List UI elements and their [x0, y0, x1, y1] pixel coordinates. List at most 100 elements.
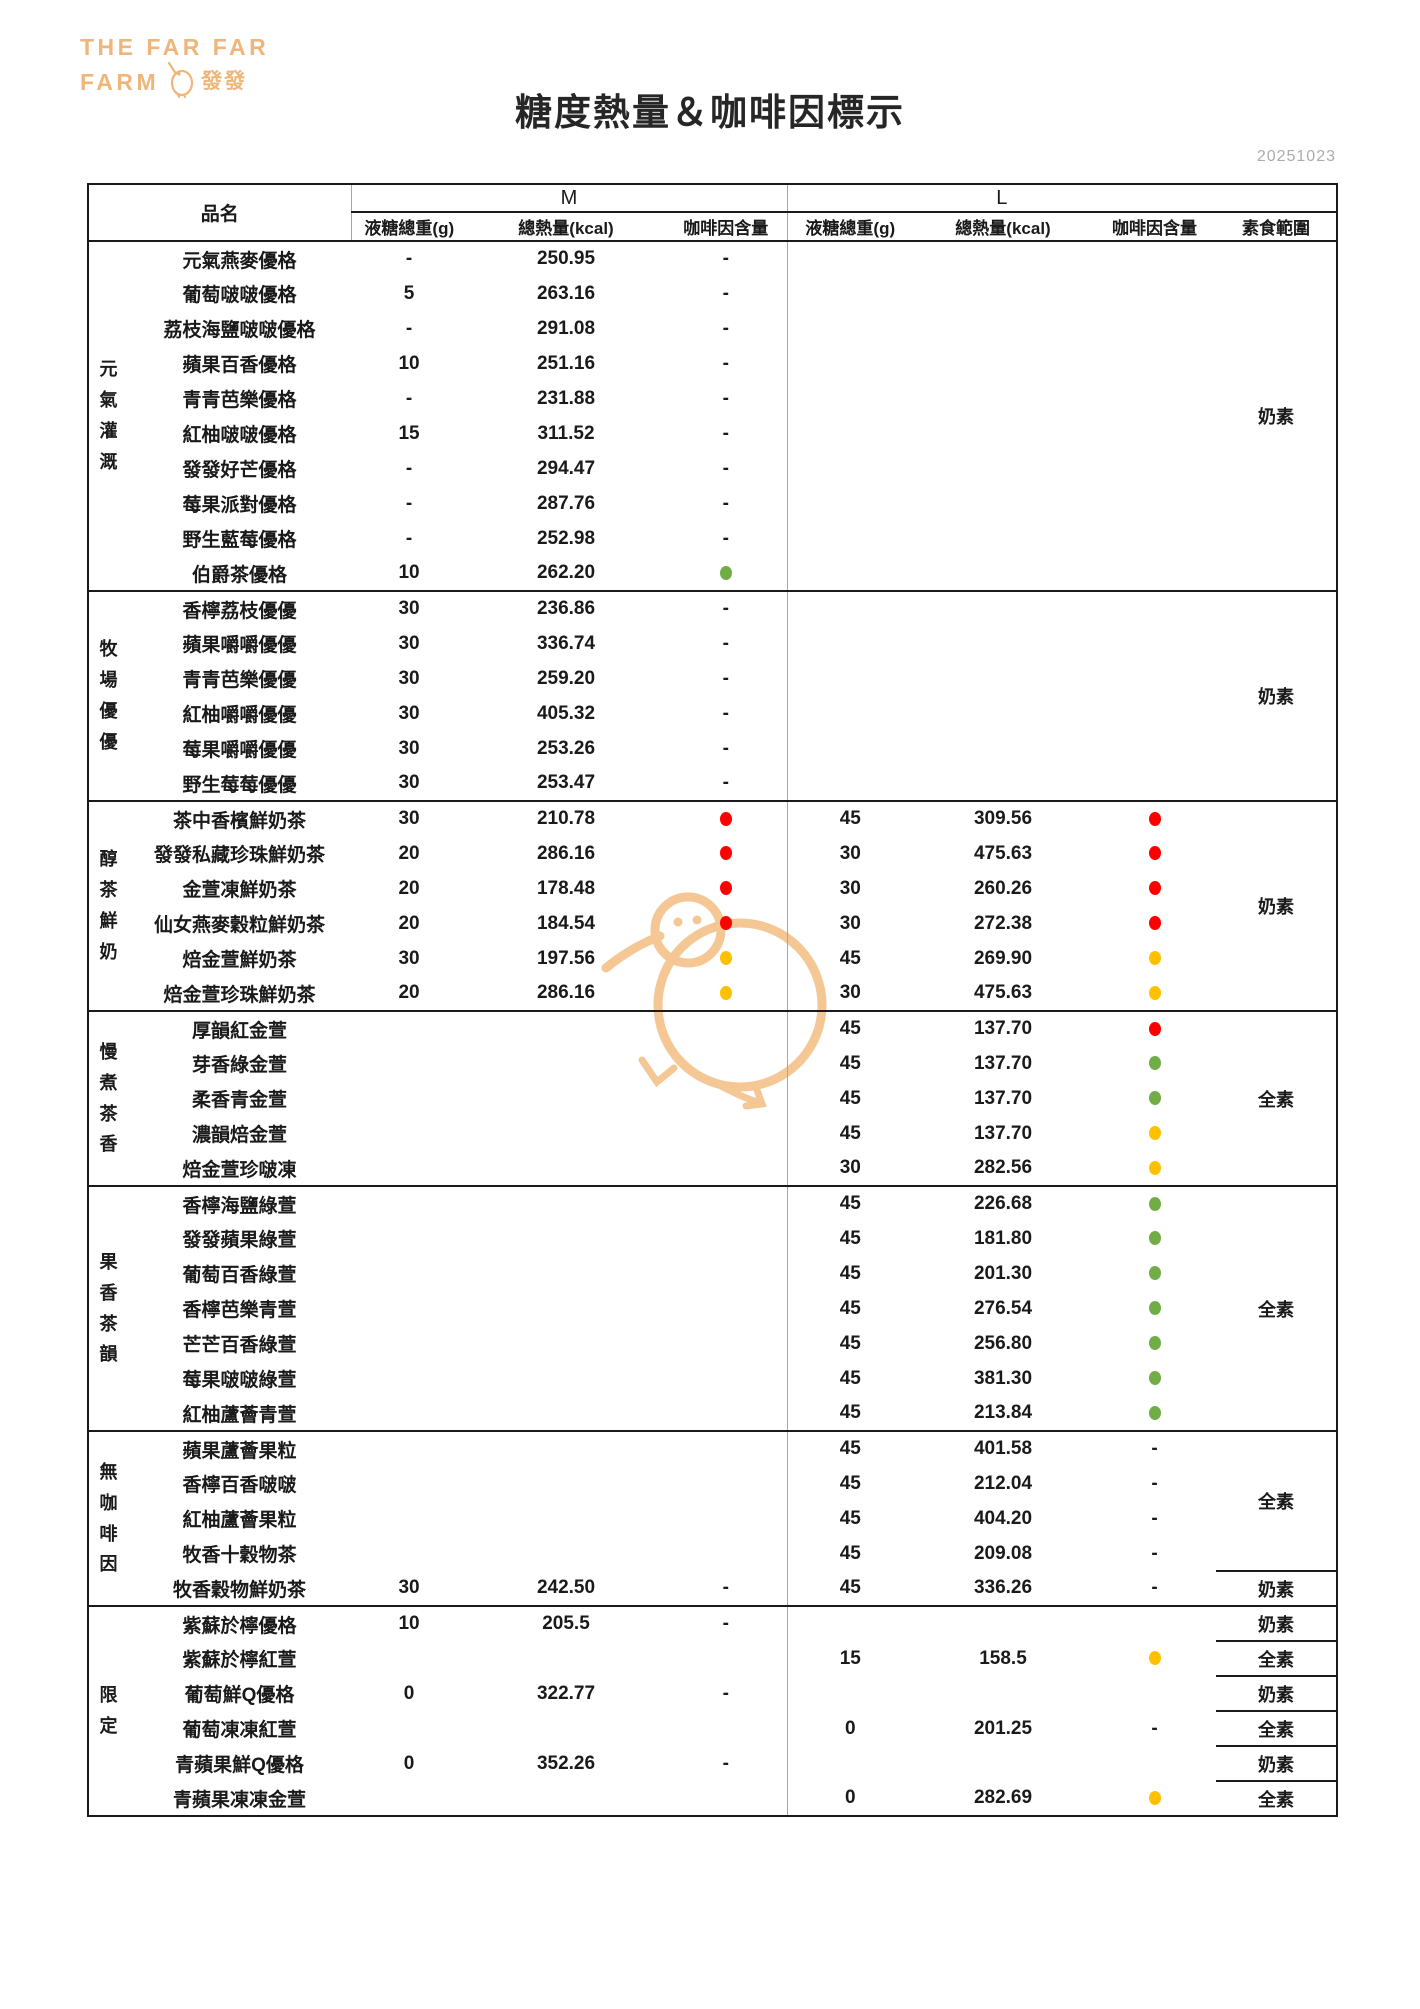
l-sugar-cell [786, 240, 914, 276]
l-caffeine-cell [1093, 1746, 1216, 1781]
group-label: 醇 茶 鮮 奶 [88, 800, 128, 1011]
m-sugar-cell: 30 [398, 947, 420, 969]
group-label: 無 咖 啡 因 [88, 1430, 128, 1606]
product-name-cell: 發發蘋果綠萱 [182, 1230, 297, 1251]
m-sugar-cell: - [405, 492, 413, 514]
m-sugar-cell [351, 1221, 467, 1256]
table-row: 發發好芒優格 - 294.47 - [88, 451, 1337, 486]
m-kcal-cell: 311.52 [537, 422, 595, 444]
product-name-cell: 紫蘇於檸優格 [128, 1605, 352, 1641]
l-sugar-cell: 45 [786, 800, 914, 836]
m-sugar-cell [351, 1010, 468, 1046]
product-name-cell: 青蘋果凍凍金萱 [173, 1789, 307, 1811]
veg-range-cell: 奶素 [1216, 800, 1338, 1011]
m-sugar-cell [351, 1291, 467, 1326]
l-kcal-cell: 256.80 [973, 1332, 1033, 1354]
table-row: 醇 茶 鮮 奶茶中香檳鮮奶茶 30 210.78 45 309.56 奶素 [88, 800, 1338, 1011]
l-caffeine-cell [1093, 1291, 1216, 1326]
product-name-cell: 厚韻紅金萱 [128, 1010, 352, 1046]
m-sugar-cell: 30 [398, 772, 420, 793]
m-caffeine-cell [665, 1361, 787, 1396]
l-kcal-cell: 282.56 [973, 1157, 1033, 1178]
product-name-cell: 焙金萱鮮奶茶 [182, 950, 297, 971]
l-caffeine-cell [1093, 731, 1216, 766]
table-row: 紅柚蘆薈青萱 45 213.84 [88, 1396, 1337, 1431]
l-sugar-cell: 45 [786, 1361, 914, 1396]
product-name-cell: 牧香穀物鮮奶茶 [173, 1579, 307, 1601]
l-kcal-cell: 181.80 [973, 1227, 1033, 1249]
l-sugar-cell: 45 [786, 1571, 914, 1606]
product-name-cell: 元氣燕麥優格 [128, 240, 352, 276]
m-caffeine-cell: - [722, 422, 729, 444]
l-sugar-cell: 0 [786, 1711, 914, 1746]
veg-range-cell: 奶素 [1216, 1570, 1338, 1606]
l-caffeine-cell: - [1151, 1507, 1158, 1529]
l-caffeine-cell [1093, 800, 1217, 836]
m-sugar-cell: 20 [398, 842, 420, 864]
l-caffeine-cell [1093, 486, 1216, 521]
l-kcal-cell: 201.25 [973, 1717, 1033, 1739]
l-kcal-cell: 282.69 [973, 1787, 1033, 1808]
group-label: 果 香 茶 韻 [88, 1185, 128, 1431]
col-header-l-caffeine: 咖啡因含量 [1093, 212, 1217, 242]
product-name-cell: 紅柚蘆薈青萱 [182, 1404, 297, 1426]
table-row: 牧 場 優 優香檸荔枝優優 30 236.86- 奶素 [88, 590, 1338, 801]
group-label: 慢 煮 茶 香 [88, 1010, 128, 1186]
table-row: 紫蘇於檸紅萱 15 158.5 全素 [88, 1640, 1338, 1676]
m-caffeine-cell: - [722, 772, 729, 793]
l-sugar-cell: 45 [786, 1046, 914, 1081]
m-sugar-cell: - [405, 457, 413, 479]
l-kcal-cell [913, 766, 1093, 801]
m-caffeine-cell [665, 1046, 787, 1081]
product-name-cell: 葡萄百香綠萱 [182, 1265, 297, 1286]
table-row: 青蘋果凍凍金萱 0 282.69 全素 [88, 1780, 1338, 1816]
l-kcal-cell: 137.70 [973, 1052, 1033, 1074]
l-sugar-cell: 45 [786, 1396, 914, 1431]
m-caffeine-cell [665, 556, 787, 591]
product-name-cell: 香檸荔枝優優 [128, 590, 352, 626]
product-name-cell: 牧香十穀物茶 [182, 1545, 297, 1566]
yellow-caffeine-dot [1148, 1790, 1161, 1805]
green-caffeine-dot [1148, 1371, 1161, 1386]
veg-range-cell: 全素 [1216, 1710, 1338, 1746]
table-row: 發發私藏珍珠鮮奶茶 20 286.16 30 475.63 [88, 836, 1337, 871]
m-kcal-cell: 259.20 [536, 667, 596, 689]
red-caffeine-dot [719, 846, 732, 861]
l-sugar-cell [786, 766, 914, 801]
m-sugar-cell [351, 1466, 467, 1501]
table-row: 青青芭樂優優 30 259.20 - [88, 661, 1337, 696]
l-caffeine-cell [1093, 1326, 1216, 1361]
m-sugar-cell: 10 [398, 562, 420, 583]
m-kcal-cell [467, 1151, 665, 1186]
m-caffeine-cell: - [722, 1682, 729, 1704]
l-caffeine-cell [1093, 1605, 1217, 1641]
brand-logo: THE FAR FAR FARM 發發 [80, 34, 269, 104]
l-sugar-cell: 45 [786, 1185, 914, 1221]
table-row: 濃韻焙金萱 45 137.70 [88, 1116, 1337, 1151]
l-kcal-cell [913, 521, 1093, 556]
product-name-cell: 蘋果蘆薈果粒 [128, 1430, 352, 1466]
l-kcal-cell [913, 1676, 1093, 1711]
m-sugar-cell [351, 1781, 467, 1816]
l-sugar-cell: 45 [786, 1291, 914, 1326]
date-label: 20251023 [1256, 148, 1336, 165]
product-name-cell: 焙金萱珍珠鮮奶茶 [163, 984, 316, 1006]
m-kcal-cell [467, 1256, 665, 1291]
m-kcal-cell: 405.32 [536, 702, 596, 724]
l-caffeine-cell [1093, 836, 1216, 871]
red-caffeine-dot [719, 916, 732, 931]
yellow-caffeine-dot [1148, 1160, 1161, 1175]
m-kcal-cell: 291.08 [536, 317, 596, 339]
m-kcal-cell [467, 1781, 665, 1816]
l-caffeine-cell [1093, 1010, 1217, 1046]
table-row: 葡萄百香綠萱 45 201.30 [88, 1256, 1337, 1291]
l-kcal-cell: 226.68 [913, 1185, 1094, 1221]
veg-range-cell: 奶素 [1216, 240, 1338, 591]
product-name-cell: 茶中香檳鮮奶茶 [128, 800, 352, 836]
m-sugar-cell [351, 1046, 467, 1081]
m-caffeine-cell [665, 1116, 787, 1151]
m-caffeine-cell: - [722, 1577, 729, 1598]
l-sugar-cell [786, 590, 914, 626]
product-name-cell: 紅柚嚼嚼優優 [182, 705, 297, 726]
l-sugar-cell [786, 696, 914, 731]
